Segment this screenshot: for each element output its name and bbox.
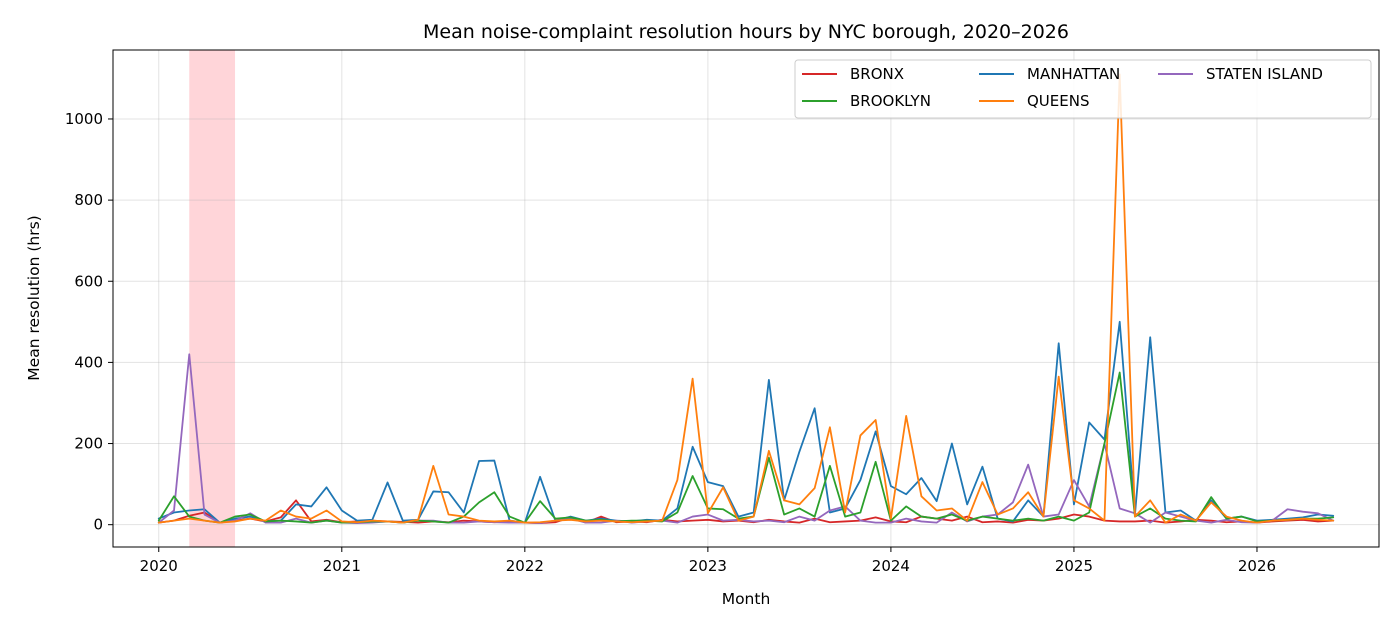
- y-tick-label: 0: [93, 516, 103, 534]
- legend-label-brooklyn: BROOKLYN: [850, 92, 931, 110]
- x-tick-label: 2023: [689, 557, 727, 575]
- y-tick-label: 800: [74, 191, 103, 209]
- grid-layer: [113, 50, 1379, 547]
- x-axis-label: Month: [722, 590, 771, 608]
- y-tick-label: 1000: [65, 110, 103, 128]
- legend-label-bronx: BRONX: [850, 65, 904, 83]
- x-tick-label: 2021: [323, 557, 361, 575]
- y-tick-label: 200: [74, 435, 103, 453]
- x-tick-label: 2026: [1238, 557, 1276, 575]
- ticks-layer: 2020 2021 2022 2023 2024 2025 2026 0 200 400 600 80…: [65, 110, 1276, 575]
- series-line-manhattan: [157, 320, 1335, 524]
- y-tick-label: 600: [74, 272, 103, 290]
- highlight-band-layer: [189, 50, 236, 547]
- legend-box: [794, 59, 1372, 119]
- series-line-queens: [157, 73, 1335, 524]
- legend-label-manhattan: MANHATTAN: [1027, 65, 1120, 83]
- x-tick-label: 2022: [506, 557, 544, 575]
- plot-frame: [112, 49, 1380, 548]
- x-tick-label: 2020: [140, 557, 178, 575]
- legend-label-staten-island: STATEN ISLAND: [1206, 65, 1323, 83]
- legend: BRONX BROOKLYN MANHATTAN QUEENS STATEN ISLAN…: [794, 59, 1372, 119]
- legend-label-queens: QUEENS: [1027, 92, 1089, 110]
- chart-title: Mean noise-complaint resolution hours by…: [423, 21, 1069, 43]
- series-layer: [157, 73, 1335, 524]
- y-tick-label: 400: [74, 353, 103, 371]
- x-tick-label: 2024: [872, 557, 910, 575]
- x-tick-label: 2025: [1055, 557, 1093, 575]
- highlight-band: [189, 50, 236, 547]
- y-axis-label: Mean resolution (hrs): [25, 215, 43, 380]
